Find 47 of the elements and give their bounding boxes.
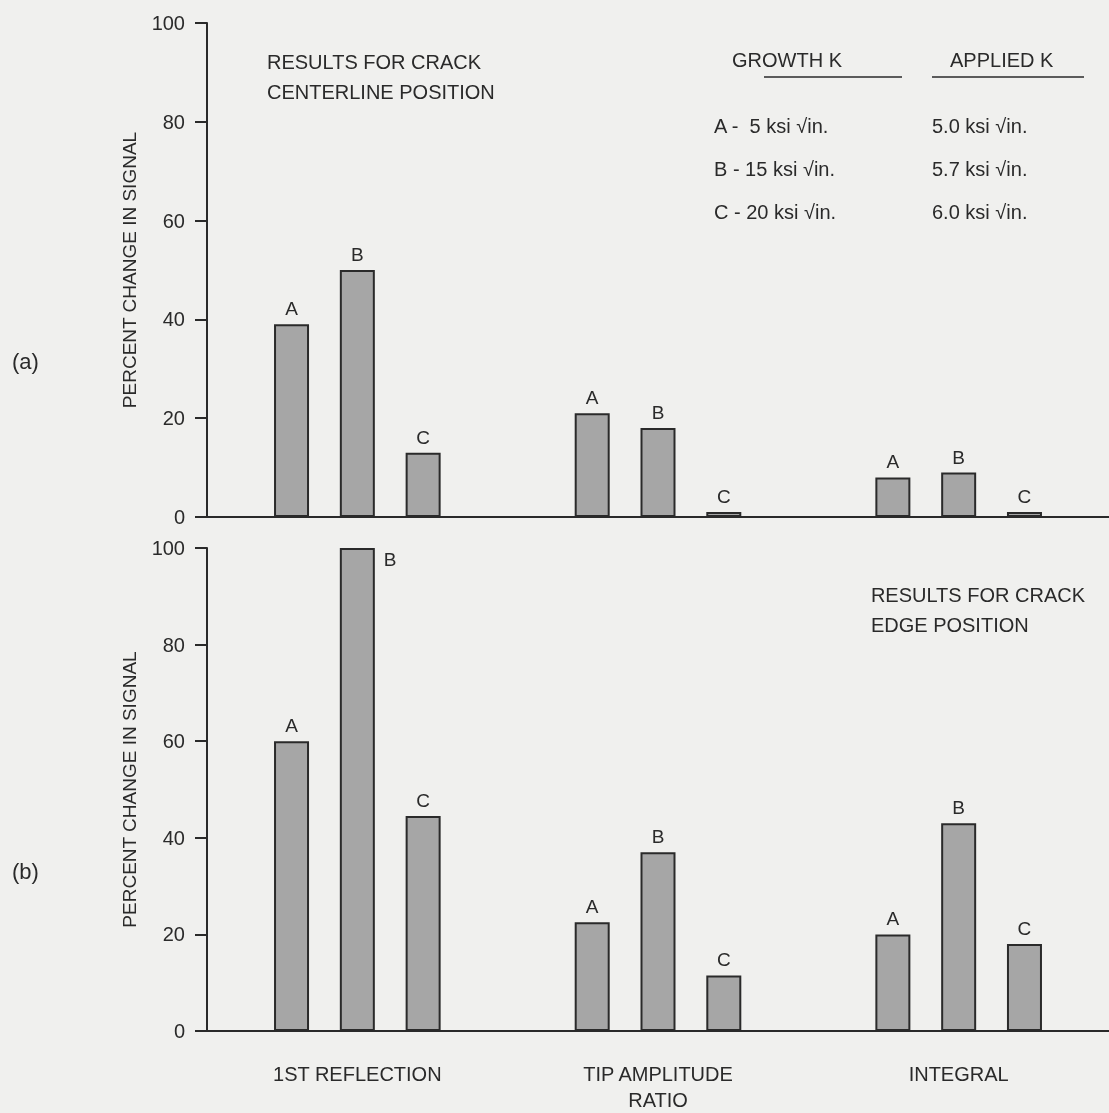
text: A	[886, 908, 900, 930]
series-label: B	[350, 244, 364, 265]
text: C	[716, 949, 731, 971]
series-label: A	[285, 715, 299, 737]
y-tick-label: 40	[162, 826, 185, 849]
series-label: C	[416, 790, 430, 812]
text: C	[1017, 486, 1032, 508]
text: RESULTS FOR CRACK CENTERLINE POSITION	[267, 51, 495, 103]
y-tick-label: 40	[162, 308, 185, 331]
text: A	[585, 896, 599, 918]
text: A	[886, 451, 900, 473]
text: B	[952, 446, 966, 468]
series-label: B	[651, 826, 665, 848]
annotation: 5.0 ksi √in.	[932, 115, 1028, 137]
text: (a)	[12, 348, 39, 374]
text: C	[416, 426, 430, 448]
x-tick-label: TIP AMPLITUDE RATIO	[583, 1063, 733, 1111]
text: A	[585, 387, 599, 409]
y-tick-label: 100	[151, 537, 185, 559]
y-axis-title: PERCENT CHANGE IN SIGNAL	[119, 651, 140, 928]
y-tick-label: 0	[173, 1020, 185, 1042]
text: C	[1017, 918, 1032, 940]
text: B	[651, 402, 665, 424]
text: B	[952, 797, 966, 819]
x-tick-label: 1ST REFLECTION	[273, 1063, 442, 1085]
y-tick-label: 100	[151, 12, 185, 34]
series-label: A	[285, 298, 299, 320]
y-tick-label: 80	[162, 110, 185, 133]
text: (b)	[12, 858, 39, 884]
annotation: APPLIED K	[950, 49, 1055, 71]
y-tick-label: 0	[173, 506, 185, 528]
text: B	[383, 549, 397, 570]
series-label: C	[716, 486, 731, 508]
x-tick-label: INTEGRAL	[908, 1063, 1009, 1085]
annotation: 5.7 ksi √in.	[932, 158, 1028, 180]
annotation: C - 20 ksi √in.	[714, 201, 837, 223]
text: RESULTS FOR CRACK EDGE POSITION	[870, 584, 1086, 636]
y-axis-title: PERCENT CHANGE IN SIGNAL	[119, 131, 140, 409]
y-tick-label: 20	[162, 407, 185, 430]
annotation: A - 5 ksi √in.	[714, 115, 829, 137]
y-tick-label: 80	[162, 633, 185, 656]
annotation: 6.0 ksi √in.	[932, 201, 1028, 223]
annotation: GROWTH K	[732, 49, 843, 71]
y-tick-label: 60	[162, 209, 185, 232]
annotation: B - 15 ksi √in.	[714, 158, 836, 180]
y-tick-label: 60	[162, 730, 185, 753]
y-tick-label: 20	[162, 923, 185, 946]
